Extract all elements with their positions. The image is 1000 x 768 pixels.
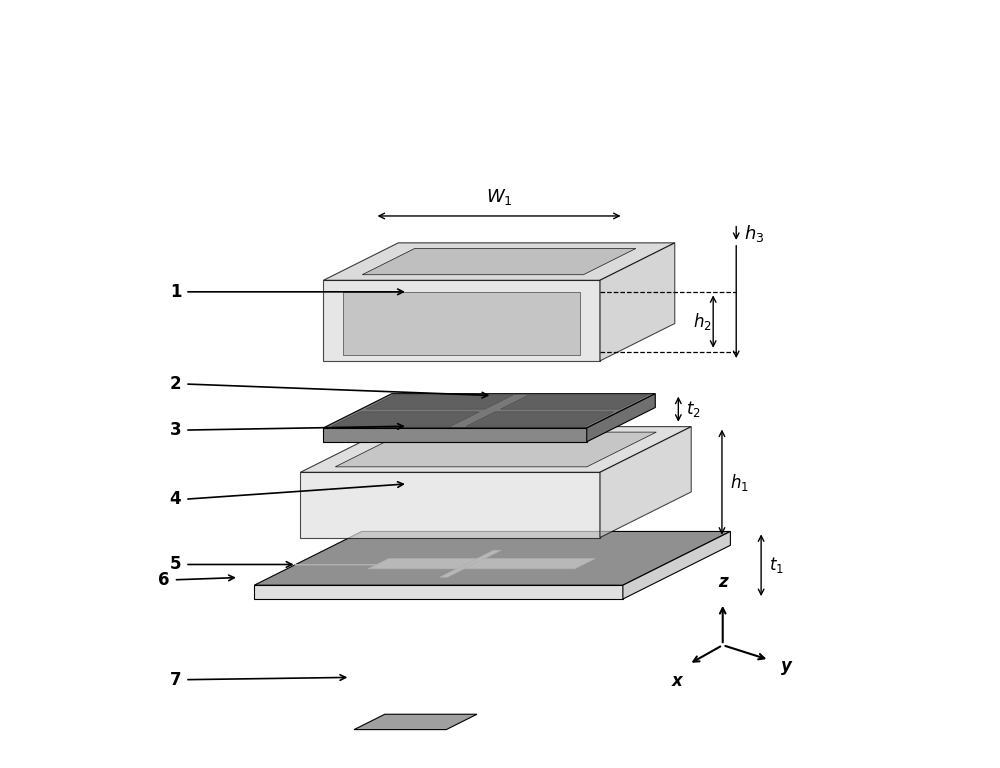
Text: 3: 3 bbox=[170, 421, 181, 439]
Polygon shape bbox=[587, 394, 655, 442]
Text: y: y bbox=[781, 657, 792, 675]
Polygon shape bbox=[343, 293, 580, 355]
Polygon shape bbox=[323, 394, 655, 428]
Text: $t_2$: $t_2$ bbox=[686, 399, 701, 419]
Polygon shape bbox=[335, 432, 656, 467]
Polygon shape bbox=[623, 531, 730, 599]
Polygon shape bbox=[354, 714, 477, 730]
Polygon shape bbox=[254, 531, 730, 585]
Polygon shape bbox=[368, 558, 595, 569]
Polygon shape bbox=[501, 395, 648, 409]
Polygon shape bbox=[323, 280, 600, 361]
Text: x: x bbox=[672, 672, 683, 690]
Polygon shape bbox=[254, 585, 623, 599]
Polygon shape bbox=[466, 412, 614, 426]
Polygon shape bbox=[300, 472, 600, 538]
Polygon shape bbox=[366, 395, 514, 409]
Text: $h_3$: $h_3$ bbox=[744, 223, 764, 243]
Polygon shape bbox=[600, 243, 675, 361]
Polygon shape bbox=[332, 412, 479, 426]
Text: $t_1$: $t_1$ bbox=[769, 555, 784, 575]
Text: 4: 4 bbox=[170, 490, 181, 508]
Text: z: z bbox=[718, 574, 728, 591]
Polygon shape bbox=[323, 243, 675, 280]
Polygon shape bbox=[600, 427, 691, 538]
Text: 1: 1 bbox=[170, 283, 181, 301]
Text: $h_2$: $h_2$ bbox=[693, 311, 712, 332]
Text: 2: 2 bbox=[170, 375, 181, 393]
Polygon shape bbox=[300, 427, 691, 472]
Polygon shape bbox=[362, 249, 636, 275]
Text: 6: 6 bbox=[158, 571, 170, 589]
Text: $h_1$: $h_1$ bbox=[730, 472, 749, 492]
Text: 5: 5 bbox=[170, 555, 181, 574]
Text: $W_1$: $W_1$ bbox=[486, 187, 512, 207]
Text: 7: 7 bbox=[170, 670, 181, 689]
Polygon shape bbox=[323, 428, 587, 442]
Polygon shape bbox=[440, 550, 501, 578]
